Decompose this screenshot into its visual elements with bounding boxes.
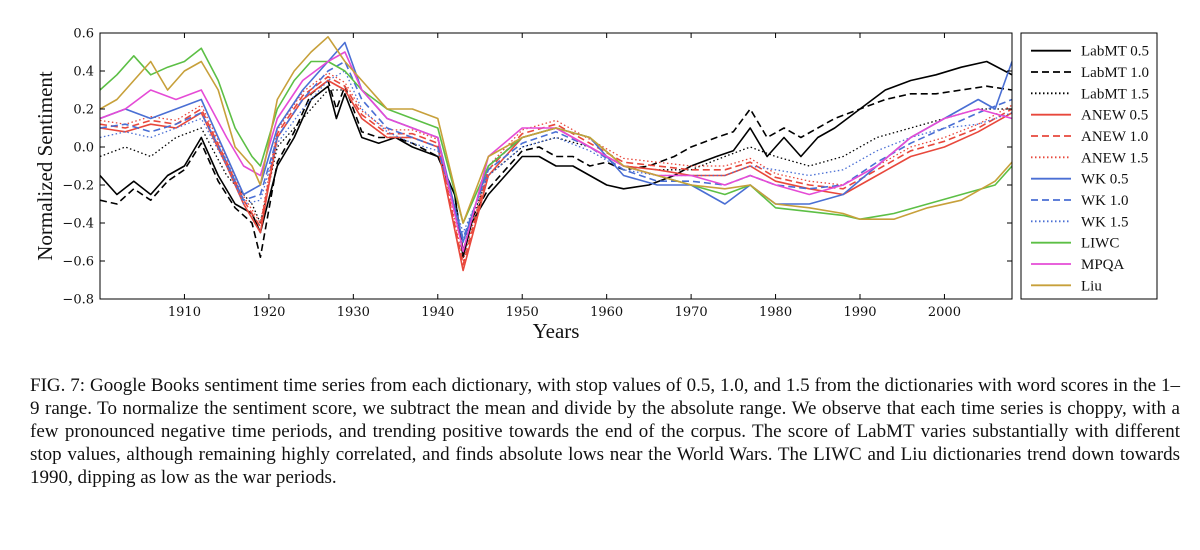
x-tick-label: 1930 [337, 305, 370, 320]
series-line-labmt-0-5 [100, 60, 1012, 259]
figure-chart: 1910 1920 1930 1940 1950 1960 1970 1980 1990 2000… [33, 27, 1158, 343]
legend-label: ANEW 1.0 [1081, 129, 1148, 145]
plot-lines [100, 35, 1012, 272]
x-tick-label: 1910 [168, 305, 201, 320]
x-tick-label: 1980 [759, 305, 792, 320]
x-axis-ticks: 1910 1920 1930 1940 1950 1960 1970 1980 1990 2000 [168, 33, 961, 320]
y-tick-label: −0.4 [62, 217, 94, 232]
series-line-liu [100, 35, 1012, 224]
y-tick-label: 0.0 [73, 141, 94, 156]
y-tick-label: −0.8 [62, 293, 94, 308]
legend-label: Liu [1081, 278, 1102, 294]
x-axis-title: Years [533, 319, 580, 343]
line-chart: 1910 1920 1930 1940 1950 1960 1970 1980 1990 2000… [33, 27, 1158, 343]
series-line-labmt-1-0 [100, 79, 1012, 259]
legend-label: LabMT 1.5 [1081, 86, 1149, 102]
series-line-anew-0-5 [100, 79, 1012, 272]
x-tick-label: 1950 [506, 305, 539, 320]
y-tick-label: −0.6 [62, 255, 94, 270]
y-tick-label: 0.6 [73, 27, 94, 42]
series-line-anew-1-0 [100, 75, 1012, 266]
legend-label: LabMT 1.0 [1081, 65, 1149, 81]
legend-box [1020, 32, 1158, 300]
y-axis-title: Normalized Sentiment [33, 71, 57, 261]
y-tick-label: −0.2 [62, 179, 94, 194]
figure-caption: FIG. 7: Google Books sentiment time seri… [30, 375, 1180, 488]
legend-label: LIWC [1081, 236, 1119, 252]
legend-label: MPQA [1081, 257, 1125, 273]
legend-label: WK 0.5 [1081, 172, 1129, 188]
x-tick-label: 1970 [675, 305, 708, 320]
series-line-wk-0-5 [100, 41, 1012, 243]
legend-label: ANEW 0.5 [1081, 108, 1148, 124]
plot-frame [99, 32, 1013, 300]
x-tick-label: 1940 [421, 305, 454, 320]
x-tick-label: 2000 [928, 305, 961, 320]
series-line-liwc [100, 47, 1012, 224]
series-line-wk-1-0 [100, 60, 1012, 239]
legend-label: ANEW 1.5 [1081, 150, 1148, 166]
x-tick-label: 1960 [590, 305, 623, 320]
y-axis-ticks: 0.6 0.4 0.2 0.0 −0.2 −0.4 −0.6 −0.8 [62, 27, 1012, 308]
x-tick-label: 1990 [843, 305, 876, 320]
legend: LabMT 0.5 LabMT 1.0 LabMT 1.5 ANEW 0.5 ANEW … [1020, 32, 1158, 300]
y-tick-label: 0.4 [73, 65, 94, 80]
y-tick-label: 0.2 [73, 103, 94, 118]
series-line-mpqa [100, 51, 1012, 253]
series-line-anew-1-5 [100, 72, 1012, 262]
legend-label: WK 1.5 [1081, 214, 1129, 230]
legend-label: LabMT 0.5 [1081, 44, 1149, 60]
legend-label: WK 1.0 [1081, 193, 1129, 209]
x-tick-label: 1920 [252, 305, 285, 320]
